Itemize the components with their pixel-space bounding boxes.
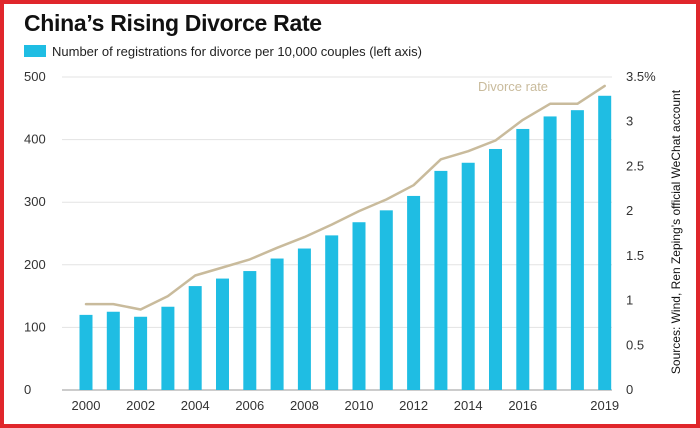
bar (325, 235, 339, 390)
x-tick-label: 2008 (290, 398, 319, 413)
y-right-tick-label: 2.5 (626, 158, 644, 173)
x-tick-label: 2010 (345, 398, 374, 413)
x-tick-label: 2012 (399, 398, 428, 413)
bar (270, 258, 284, 390)
bar (516, 128, 530, 390)
bar (106, 311, 120, 390)
y-right-tick-label: 2 (626, 203, 633, 218)
bar (161, 306, 175, 390)
y-left-tick-label: 0 (24, 382, 31, 397)
bar (379, 210, 393, 390)
y-right-tick-label: 1.5 (626, 248, 644, 263)
bar (243, 271, 257, 390)
legend-swatch (24, 45, 46, 57)
y-left-tick-label: 300 (24, 194, 46, 209)
y-right-tick-label: 3.5% (626, 69, 656, 84)
bar (352, 222, 366, 390)
y-left-tick-label: 100 (24, 319, 46, 334)
legend-label: Number of registrations for divorce per … (52, 43, 422, 59)
bar (570, 110, 584, 390)
source-note: Sources: Wind, Ren Zeping’s official WeC… (669, 89, 683, 375)
bar (134, 316, 148, 390)
bar (543, 116, 557, 391)
bar (489, 148, 502, 390)
bar (79, 314, 93, 390)
bar (407, 195, 421, 390)
line-label: Divorce rate (478, 79, 548, 94)
legend: Number of registrations for divorce per … (24, 43, 422, 59)
y-right-tick-label: 0.5 (626, 337, 644, 352)
y-right-tick-label: 1 (626, 293, 633, 308)
bar (434, 170, 448, 390)
bar (461, 162, 475, 390)
x-tick-label: 2000 (72, 398, 101, 413)
bar (216, 278, 229, 390)
y-left-tick-label: 500 (24, 69, 46, 84)
y-left-tick-label: 400 (24, 132, 46, 147)
x-tick-label: 2006 (235, 398, 264, 413)
y-right-tick-label: 3 (626, 114, 633, 129)
y-right-tick-label: 0 (626, 382, 633, 397)
chart-title: China’s Rising Divorce Rate (24, 10, 322, 36)
x-tick-label: 2004 (181, 398, 210, 413)
x-tick-label: 2014 (454, 398, 483, 413)
bar (598, 95, 612, 390)
y-left-tick-label: 200 (24, 257, 46, 272)
x-tick-label: 2016 (508, 398, 537, 413)
x-tick-label: 2019 (590, 398, 619, 413)
bar (188, 286, 202, 390)
x-tick-label: 2002 (126, 398, 155, 413)
bar (297, 248, 311, 390)
divorce-rate-line (84, 84, 606, 311)
